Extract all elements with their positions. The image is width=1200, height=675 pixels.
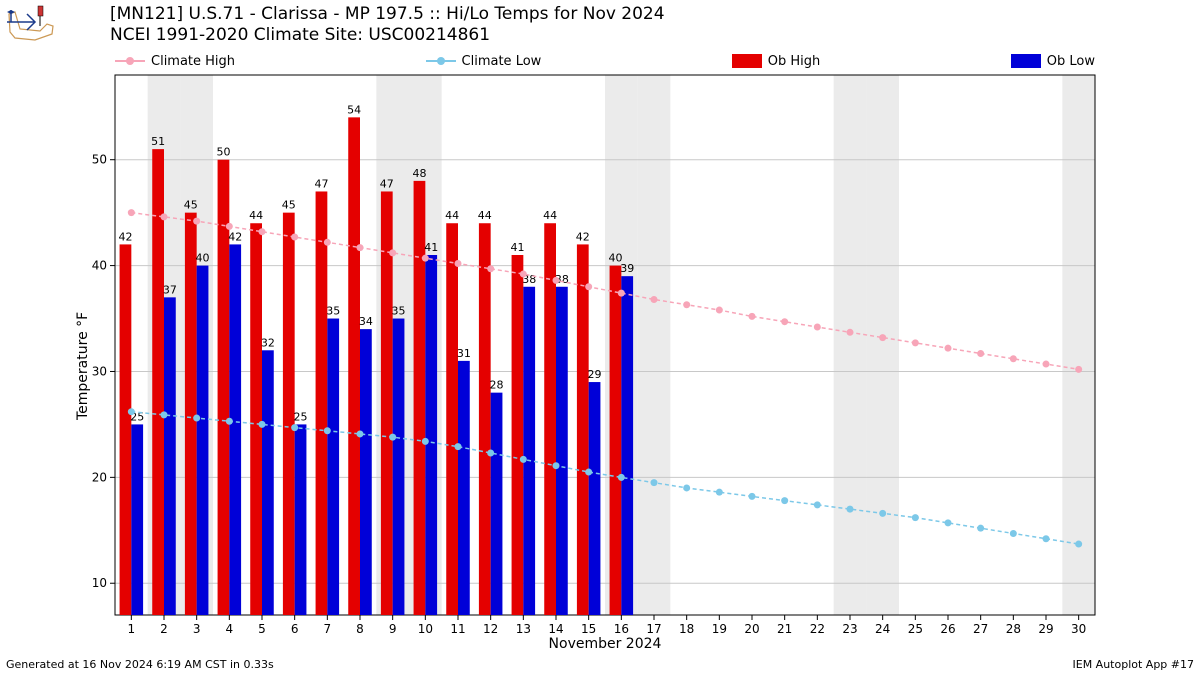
svg-text:10: 10: [418, 622, 433, 636]
svg-text:40: 40: [92, 259, 107, 273]
svg-text:3: 3: [193, 622, 201, 636]
svg-text:34: 34: [359, 315, 373, 328]
svg-text:11: 11: [450, 622, 465, 636]
svg-text:44: 44: [445, 209, 459, 222]
svg-text:41: 41: [424, 241, 438, 254]
svg-text:25: 25: [294, 410, 308, 423]
svg-text:44: 44: [543, 209, 557, 222]
svg-text:18: 18: [679, 622, 694, 636]
footer-app: IEM Autoplot App #17: [1073, 658, 1195, 671]
svg-text:7: 7: [324, 622, 332, 636]
svg-text:2: 2: [160, 622, 168, 636]
svg-text:13: 13: [516, 622, 531, 636]
svg-text:47: 47: [380, 177, 394, 190]
svg-text:39: 39: [620, 262, 634, 275]
svg-text:23: 23: [842, 622, 857, 636]
svg-text:44: 44: [249, 209, 263, 222]
svg-text:9: 9: [389, 622, 397, 636]
svg-text:4: 4: [226, 622, 234, 636]
svg-text:17: 17: [646, 622, 661, 636]
svg-text:35: 35: [326, 305, 340, 318]
svg-text:15: 15: [581, 622, 596, 636]
y-axis-label: Temperature °F: [75, 312, 91, 420]
svg-text:30: 30: [92, 364, 107, 378]
x-axis-label: November 2024: [115, 636, 1095, 652]
svg-text:5: 5: [258, 622, 266, 636]
svg-text:24: 24: [875, 622, 890, 636]
svg-text:32: 32: [261, 336, 275, 349]
svg-text:22: 22: [810, 622, 825, 636]
svg-text:45: 45: [282, 199, 296, 212]
svg-text:42: 42: [228, 230, 242, 243]
svg-text:30: 30: [1071, 622, 1086, 636]
svg-text:54: 54: [347, 103, 361, 116]
svg-text:48: 48: [412, 167, 426, 180]
plot-area: 1020304050123456789101112131415161718192…: [0, 0, 1200, 675]
svg-text:21: 21: [777, 622, 792, 636]
svg-text:37: 37: [163, 283, 177, 296]
svg-text:20: 20: [744, 622, 759, 636]
svg-text:28: 28: [1006, 622, 1021, 636]
svg-text:31: 31: [457, 347, 471, 360]
svg-text:44: 44: [478, 209, 492, 222]
svg-text:42: 42: [576, 230, 590, 243]
svg-text:25: 25: [908, 622, 923, 636]
svg-text:14: 14: [548, 622, 563, 636]
svg-text:47: 47: [314, 177, 328, 190]
svg-text:1: 1: [128, 622, 136, 636]
svg-text:10: 10: [92, 576, 107, 590]
chart-page: [MN121] U.S.71 - Clarissa - MP 197.5 :: …: [0, 0, 1200, 675]
svg-text:29: 29: [588, 368, 602, 381]
svg-text:16: 16: [614, 622, 629, 636]
svg-text:45: 45: [184, 199, 198, 212]
svg-text:8: 8: [356, 622, 364, 636]
svg-text:26: 26: [940, 622, 955, 636]
svg-text:50: 50: [92, 153, 107, 167]
svg-text:27: 27: [973, 622, 988, 636]
svg-text:50: 50: [216, 146, 230, 159]
svg-text:20: 20: [92, 470, 107, 484]
svg-text:35: 35: [392, 305, 406, 318]
svg-text:29: 29: [1038, 622, 1053, 636]
footer-generated: Generated at 16 Nov 2024 6:19 AM CST in …: [6, 658, 274, 671]
svg-text:19: 19: [712, 622, 727, 636]
svg-text:42: 42: [118, 230, 132, 243]
svg-text:51: 51: [151, 135, 165, 148]
svg-text:28: 28: [490, 379, 504, 392]
svg-text:6: 6: [291, 622, 299, 636]
svg-text:40: 40: [196, 252, 210, 265]
svg-text:41: 41: [510, 241, 524, 254]
svg-text:12: 12: [483, 622, 498, 636]
